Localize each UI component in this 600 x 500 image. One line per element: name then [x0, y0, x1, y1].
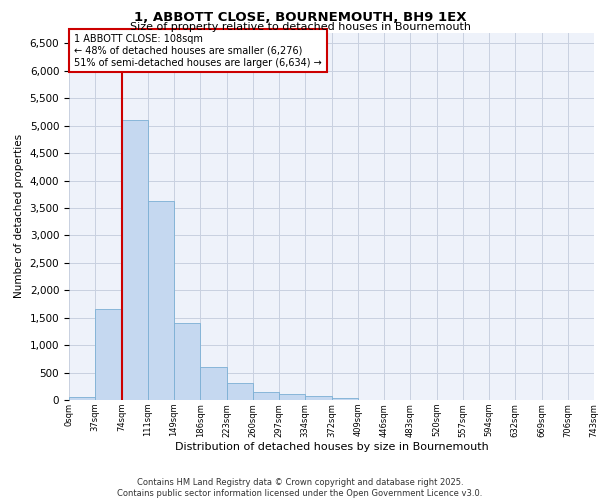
Bar [69, 396, 95, 400]
Bar [279, 394, 305, 400]
X-axis label: Distribution of detached houses by size in Bournemouth: Distribution of detached houses by size … [175, 442, 488, 452]
Bar [95, 310, 121, 400]
Bar [331, 398, 358, 400]
Bar [121, 120, 148, 400]
Bar [253, 392, 279, 400]
Bar [200, 366, 227, 400]
Bar [227, 383, 253, 400]
Y-axis label: Number of detached properties: Number of detached properties [14, 134, 24, 298]
Text: Size of property relative to detached houses in Bournemouth: Size of property relative to detached ho… [130, 22, 470, 32]
Bar [305, 396, 331, 400]
Text: Contains HM Land Registry data © Crown copyright and database right 2025.
Contai: Contains HM Land Registry data © Crown c… [118, 478, 482, 498]
Text: 1 ABBOTT CLOSE: 108sqm
← 48% of detached houses are smaller (6,276)
51% of semi-: 1 ABBOTT CLOSE: 108sqm ← 48% of detached… [74, 34, 322, 68]
Text: 1, ABBOTT CLOSE, BOURNEMOUTH, BH9 1EX: 1, ABBOTT CLOSE, BOURNEMOUTH, BH9 1EX [134, 11, 466, 24]
Bar [148, 202, 174, 400]
Bar [174, 323, 200, 400]
